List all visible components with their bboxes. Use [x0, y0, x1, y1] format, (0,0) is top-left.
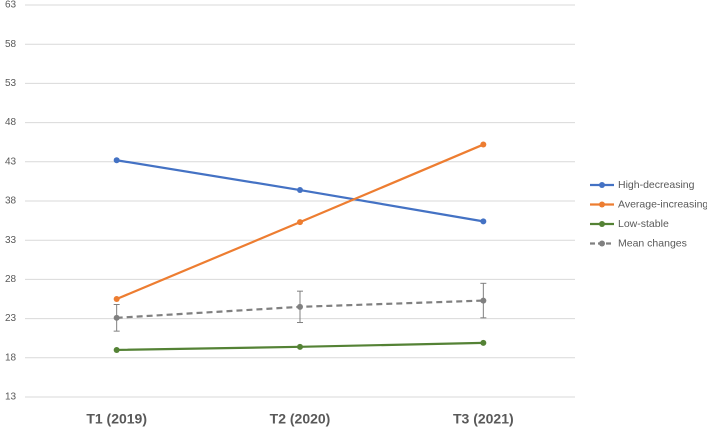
x-tick-label: T1 (2019) [86, 411, 147, 427]
y-tick-label: 23 [5, 313, 17, 324]
point [480, 218, 487, 225]
point [113, 314, 120, 321]
legend-label: Low-stable [618, 218, 669, 230]
point [480, 339, 487, 346]
y-tick-label: 48 [5, 117, 17, 128]
point [480, 141, 487, 148]
y-tick-label: 18 [5, 352, 17, 363]
point [297, 343, 303, 350]
point [297, 219, 303, 226]
point [113, 346, 120, 353]
legend-point [599, 221, 605, 227]
point [297, 187, 303, 194]
y-tick-label: 13 [5, 392, 17, 403]
y-tick-label: 58 [5, 39, 17, 50]
y-tick-label: 43 [5, 156, 17, 167]
y-tick-label: 28 [5, 274, 17, 285]
x-tick-label: T2 (2020) [270, 411, 331, 427]
legend-label: High-decreasing [618, 179, 695, 191]
legend-label: Mean changes [618, 237, 687, 249]
point [480, 297, 487, 304]
point [297, 303, 303, 310]
y-tick-label: 63 [5, 0, 17, 11]
y-tick-label: 38 [5, 196, 17, 207]
legend-point [599, 201, 605, 208]
x-tick-label: T3 (2021) [453, 411, 514, 427]
y-tick-label: 33 [5, 235, 17, 246]
legend-point [599, 240, 605, 247]
y-tick-label: 53 [5, 78, 17, 89]
point [113, 296, 120, 302]
legend-point [599, 182, 605, 188]
legend-label: Average-increasing [618, 198, 707, 210]
point [113, 157, 120, 164]
